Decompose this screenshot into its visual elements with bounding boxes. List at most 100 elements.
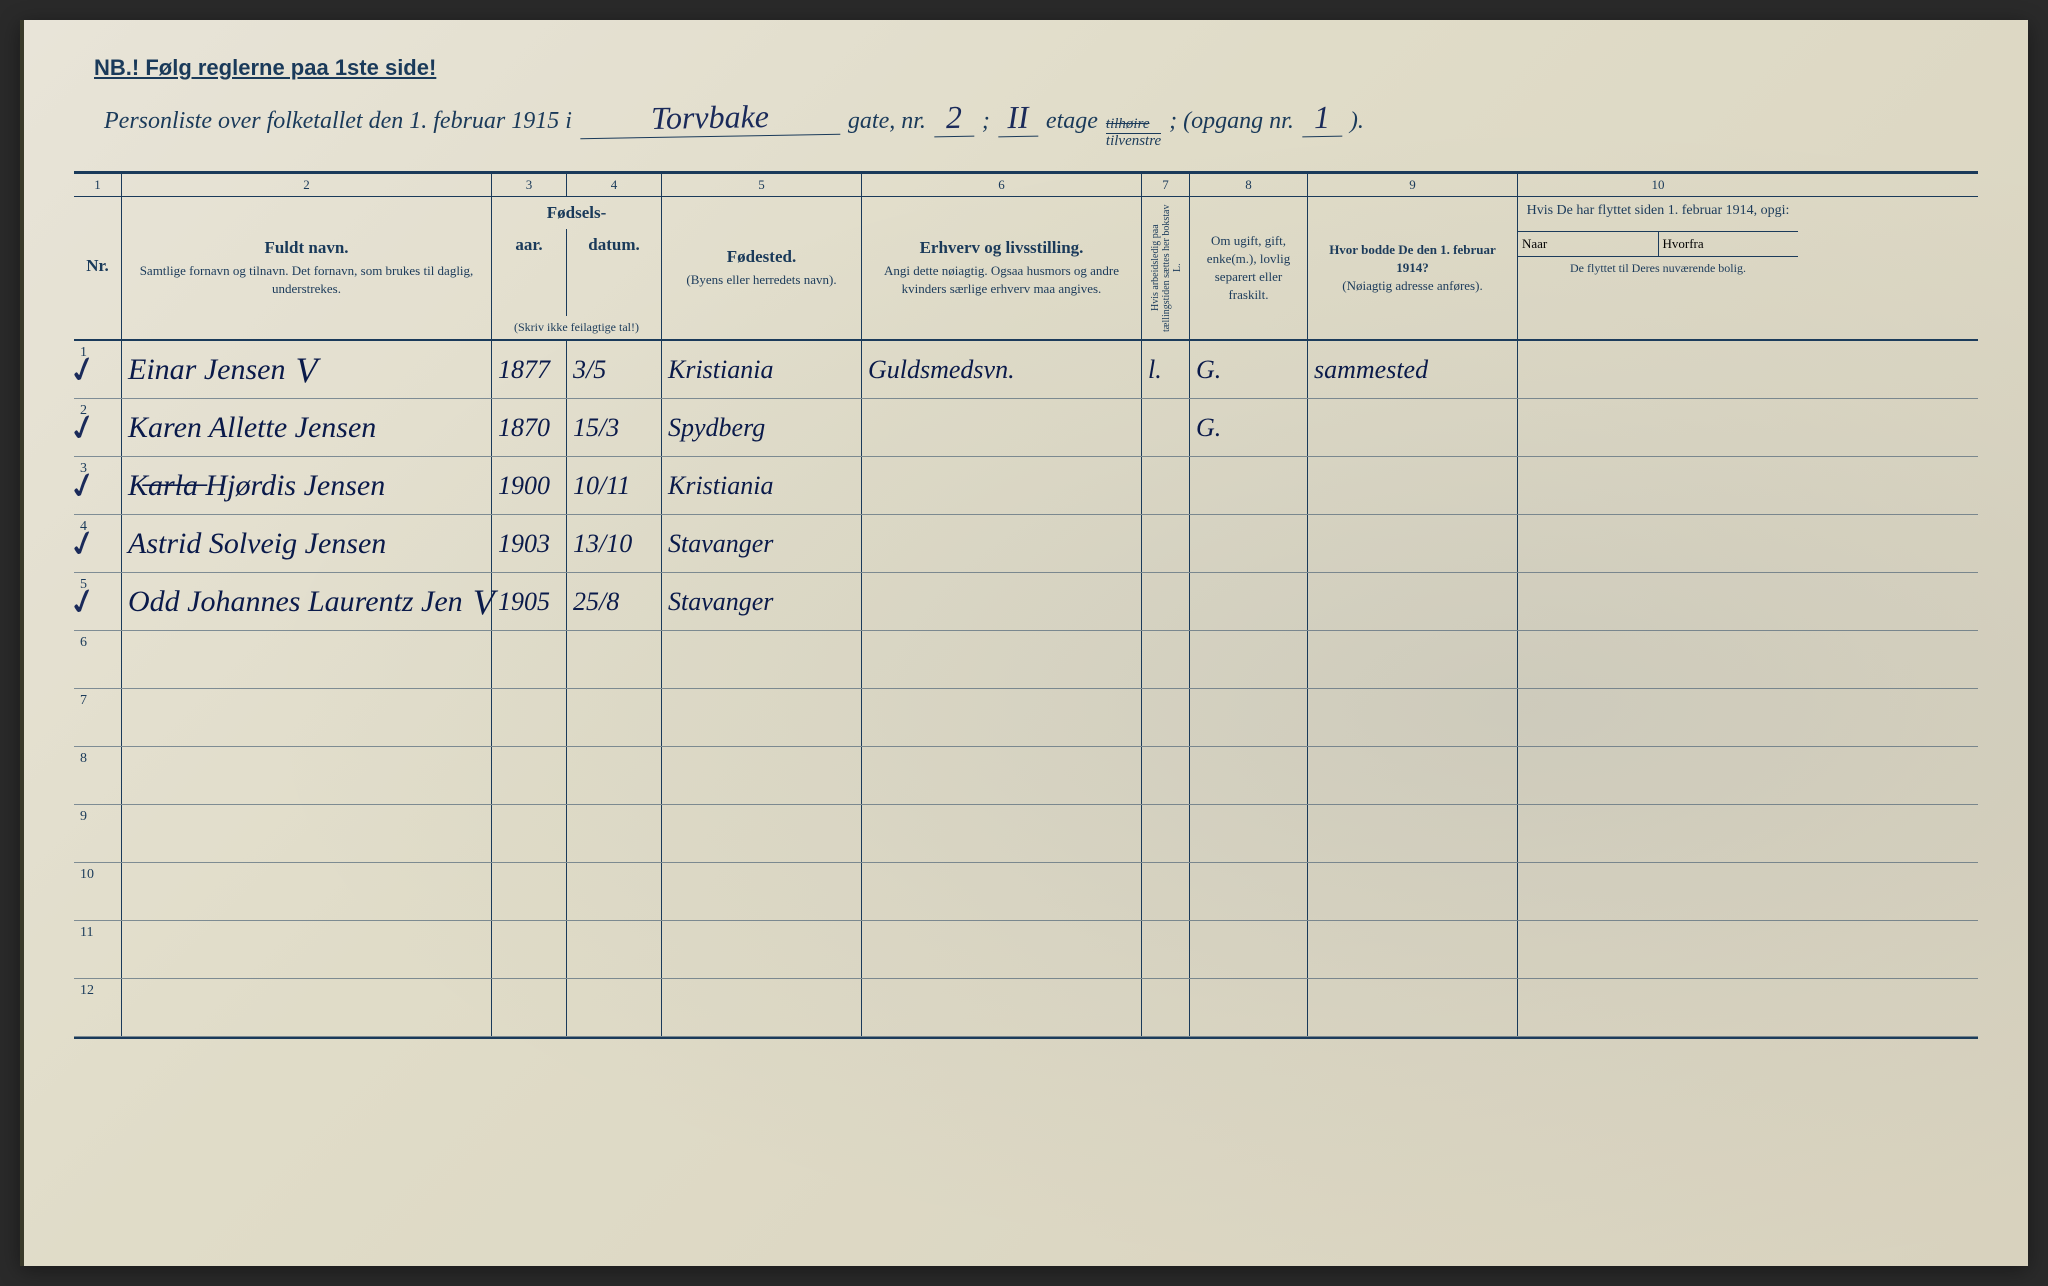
cell-place — [662, 921, 862, 978]
cell-nr: 4✓ — [74, 515, 122, 572]
cell-status — [1190, 457, 1308, 514]
cell-year — [492, 631, 567, 688]
cell-name — [122, 689, 492, 746]
colnum: 5 — [662, 174, 862, 196]
header-marital: Om ugift, gift, enke(m.), lovlig separer… — [1190, 197, 1308, 339]
colnum: 9 — [1308, 174, 1518, 196]
cell-date: 3/5 — [567, 341, 662, 398]
header-moved: Hvis De har flyttet siden 1. februar 191… — [1518, 197, 1798, 339]
checkmark-icon: ✓ — [63, 462, 103, 510]
cell-moved — [1518, 573, 1798, 630]
cell-place: Kristiania — [662, 457, 862, 514]
cell-status — [1190, 863, 1308, 920]
cell-nr: 8 — [74, 747, 122, 804]
cell-nr: 7 — [74, 689, 122, 746]
cell-prev — [1308, 689, 1518, 746]
cell-year: 1870 — [492, 399, 567, 456]
cell-status — [1190, 747, 1308, 804]
cell-moved — [1518, 457, 1798, 514]
cell-nr: 3✓ — [74, 457, 122, 514]
cell-status: G. — [1190, 341, 1308, 398]
header-birth: Fødsels- aar. datum. (Skriv ikke feilagt… — [492, 197, 662, 339]
census-form-page: NB.! Følg reglerne paa 1ste side! Person… — [20, 20, 2028, 1266]
cell-year: 1905 — [492, 573, 567, 630]
colnum: 2 — [122, 174, 492, 196]
table-row: 8 — [74, 747, 1978, 805]
cell-name: Einar JensenV — [122, 341, 492, 398]
colnum: 10 — [1518, 174, 1798, 196]
cell-name — [122, 979, 492, 1036]
cell-occ — [862, 399, 1142, 456]
table-row: 5✓Odd Johannes Laurentz JenV190525/8Stav… — [74, 573, 1978, 631]
cell-occ — [862, 689, 1142, 746]
cell-year — [492, 689, 567, 746]
table-header-row: Nr. Fuldt navn. Samtlige fornavn og tiln… — [74, 197, 1978, 341]
cell-col7 — [1142, 863, 1190, 920]
cell-status — [1190, 515, 1308, 572]
colnum: 4 — [567, 174, 662, 196]
cell-occ — [862, 921, 1142, 978]
header-prev-address: Hvor bodde De den 1. februar 1914? (Nøia… — [1308, 197, 1518, 339]
cell-moved — [1518, 805, 1798, 862]
cell-name: Karen Allette Jensen — [122, 399, 492, 456]
cell-date — [567, 689, 662, 746]
header-nr: Nr. — [74, 197, 122, 339]
etage-label: etage — [1046, 108, 1098, 135]
cell-date — [567, 747, 662, 804]
cell-occ — [862, 631, 1142, 688]
cell-col7: l. — [1142, 341, 1190, 398]
cell-year: 1900 — [492, 457, 567, 514]
header-occupation: Erhverv og livsstilling. Angi dette nøia… — [862, 197, 1142, 339]
cell-date — [567, 863, 662, 920]
cell-date: 25/8 — [567, 573, 662, 630]
cell-moved — [1518, 863, 1798, 920]
cell-moved — [1518, 979, 1798, 1036]
cell-place — [662, 689, 862, 746]
cell-name: Astrid Solveig Jensen — [122, 515, 492, 572]
cell-place: Spydberg — [662, 399, 862, 456]
cell-year — [492, 921, 567, 978]
cell-prev — [1308, 805, 1518, 862]
cell-nr: 10 — [74, 863, 122, 920]
opgang-nr-field: 1 — [1302, 99, 1343, 138]
checkmark-icon: ✓ — [63, 520, 103, 568]
cell-place: Stavanger — [662, 515, 862, 572]
table-row: 10 — [74, 863, 1978, 921]
table-row: 9 — [74, 805, 1978, 863]
cell-col7 — [1142, 805, 1190, 862]
cell-moved — [1518, 631, 1798, 688]
street-name-field: Torvbake — [580, 97, 841, 140]
cell-occ — [862, 863, 1142, 920]
cell-col7 — [1142, 399, 1190, 456]
cell-col7 — [1142, 689, 1190, 746]
cell-prev — [1308, 515, 1518, 572]
colnum: 3 — [492, 174, 567, 196]
table-row: 1✓Einar JensenV18773/5KristianiaGuldsmed… — [74, 341, 1978, 399]
cell-place — [662, 805, 862, 862]
opgang-label: ; (opgang nr. — [1169, 108, 1294, 135]
cell-prev — [1308, 631, 1518, 688]
cell-col7 — [1142, 747, 1190, 804]
table-row: 6 — [74, 631, 1978, 689]
checkmark-icon: ✓ — [63, 346, 103, 394]
column-number-bar: 1 2 3 4 5 6 7 8 9 10 — [74, 171, 1978, 197]
cell-status — [1190, 689, 1308, 746]
cell-moved — [1518, 747, 1798, 804]
cell-date — [567, 805, 662, 862]
header-unemployed: Hvis arbeidsledig paa tællingstiden sætt… — [1142, 197, 1190, 339]
cell-name — [122, 863, 492, 920]
cell-status — [1190, 805, 1308, 862]
cell-name — [122, 631, 492, 688]
cell-status — [1190, 921, 1308, 978]
colnum: 7 — [1142, 174, 1190, 196]
cell-place — [662, 979, 862, 1036]
cell-place: Stavanger — [662, 573, 862, 630]
cell-name: Odd Johannes Laurentz JenV — [122, 573, 492, 630]
gate-label: gate, nr. — [848, 108, 926, 135]
colnum: 6 — [862, 174, 1142, 196]
cell-prev: sammested — [1308, 341, 1518, 398]
cell-nr: 2✓ — [74, 399, 122, 456]
cell-occ: Guldsmedsvn. — [862, 341, 1142, 398]
cell-year — [492, 805, 567, 862]
table-row: 4✓Astrid Solveig Jensen190313/10Stavange… — [74, 515, 1978, 573]
